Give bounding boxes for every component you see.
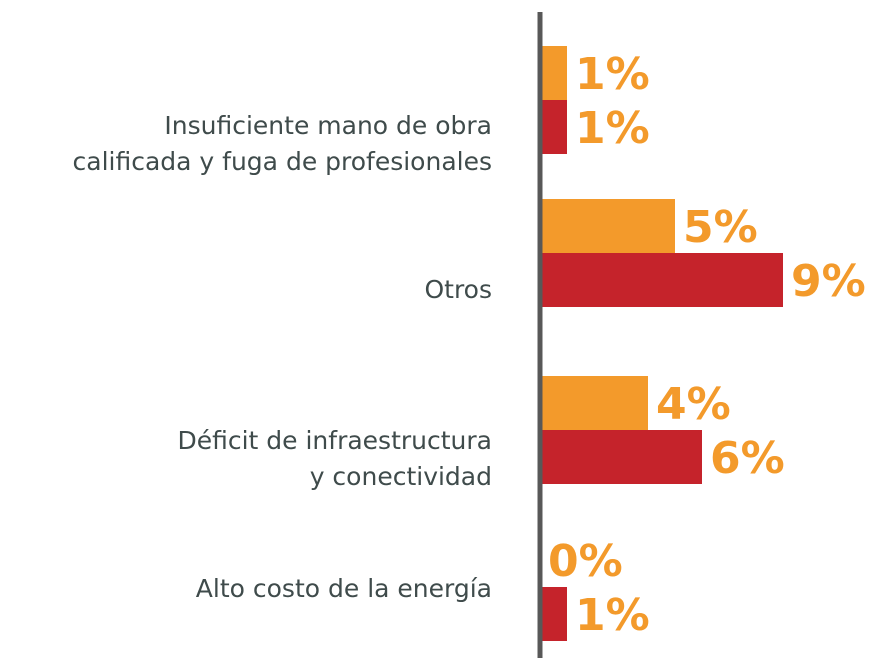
bar (540, 253, 783, 307)
value-label: 5% (683, 202, 758, 253)
value-label: 0% (548, 536, 623, 587)
bar (540, 100, 567, 154)
value-label: 1% (575, 103, 650, 154)
bar (540, 430, 702, 484)
bar (540, 199, 675, 253)
bar (540, 46, 567, 100)
value-label: 6% (710, 433, 785, 484)
bar (540, 587, 567, 641)
value-label: 1% (575, 590, 650, 641)
category-label: Déficit de infraestructura y conectividad (177, 426, 492, 491)
category-label: Alto costo de la energía (196, 574, 492, 603)
value-label: 9% (791, 256, 866, 307)
bar (540, 376, 648, 430)
bars (540, 46, 783, 641)
value-label: 4% (656, 379, 731, 430)
category-label: Insuficiente mano de obra calificada y fu… (73, 111, 492, 176)
category-label: Otros (424, 275, 492, 304)
value-label: 1% (575, 49, 650, 100)
